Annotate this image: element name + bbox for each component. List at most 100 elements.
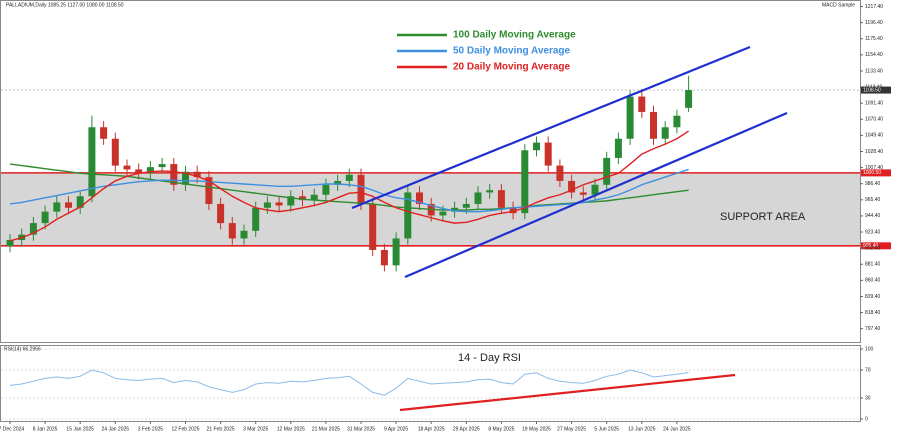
candle-body — [614, 138, 622, 158]
upper-channel-line — [351, 45, 751, 210]
x-tick-label: 12 Feb 2025 — [171, 426, 199, 432]
candle-body — [579, 192, 587, 195]
support-price-label: 905.40 — [863, 243, 879, 249]
x-tick-label: 19 May 2025 — [522, 426, 551, 432]
candle-body — [416, 192, 423, 204]
candle-body — [497, 190, 505, 208]
candle-body — [252, 207, 260, 231]
candle-body — [135, 169, 143, 174]
candle-body — [439, 211, 447, 216]
candle-body — [53, 202, 61, 212]
candle-body — [544, 142, 552, 166]
candle-body — [170, 164, 178, 185]
legend-label: 20 Daily Moving Average — [453, 62, 571, 73]
candle-body — [29, 223, 37, 235]
candle-body — [111, 138, 119, 166]
y-tick-label: 1154.40 — [865, 52, 883, 58]
candle-body — [6, 239, 14, 247]
y-tick-label: 1049.40 — [865, 133, 883, 139]
y-tick-label: 860.40 — [865, 278, 881, 284]
candle-body — [345, 174, 353, 181]
support-price-tag — [861, 169, 891, 177]
support-annotation: SUPPORT AREA — [720, 211, 806, 223]
x-tick-label: 13 Jun 2025 — [628, 426, 656, 432]
x-tick-label: 12 Mar 2025 — [277, 426, 305, 432]
candle-body — [334, 180, 342, 185]
y-tick-label: 1133.40 — [865, 68, 883, 74]
candle-body — [88, 127, 96, 197]
candle-body — [533, 142, 540, 151]
candle-body — [369, 203, 377, 250]
x-tick-label: 3 Feb 2025 — [138, 426, 164, 432]
candle-body — [100, 127, 108, 139]
candle-body — [158, 164, 166, 168]
y-tick-label: 1070.40 — [865, 117, 883, 123]
support-price-label: 1000.50 — [863, 170, 881, 176]
candle-body — [357, 174, 365, 204]
candle-body — [41, 211, 49, 224]
candle-body — [661, 127, 669, 139]
x-tick-label: 27 May 2025 — [557, 426, 586, 432]
last-price-tag — [861, 86, 891, 94]
y-tick-label: 881.40 — [865, 262, 881, 268]
candle-body — [287, 196, 295, 206]
candle-body — [650, 111, 657, 139]
x-tick-label: 27 Dec 2024 — [0, 426, 24, 432]
candle-body — [486, 190, 494, 193]
candle-body — [392, 238, 400, 266]
chart-title: PALLADIUM,Daily 1085.25 1127.00 1080.00 … — [6, 2, 124, 8]
x-tick-label: 31 Mar 2025 — [347, 426, 375, 432]
candle-body — [380, 249, 388, 266]
rsi-tick-label: 100 — [865, 346, 874, 352]
candle-body — [638, 96, 646, 112]
candle-body — [322, 184, 330, 195]
rsi-annotation: 14 - Day RSI — [458, 352, 521, 364]
candle-body — [556, 165, 564, 181]
y-tick-label: 1028.40 — [865, 149, 883, 155]
candle-body — [603, 157, 611, 185]
rsi-tick-label: 70 — [865, 367, 871, 373]
y-tick-label: 1091.40 — [865, 100, 883, 106]
y-tick-label: 1007.40 — [865, 165, 883, 171]
x-tick-label: 8 May 2025 — [488, 426, 514, 432]
candle-body — [123, 165, 131, 170]
candle-body — [568, 180, 576, 193]
y-tick-label: 797.40 — [865, 326, 881, 332]
rsi-tick-label: 30 — [865, 395, 871, 401]
legend-label: 100 Daily Moving Average — [453, 30, 576, 41]
candle-body — [685, 90, 693, 108]
x-tick-label: 29 Apr 2025 — [453, 426, 480, 432]
y-tick-label: 1217.40 — [865, 4, 883, 10]
candle-body — [182, 171, 189, 185]
candle-body — [263, 202, 271, 208]
candle-body — [509, 207, 517, 214]
y-tick-label: 944.40 — [865, 213, 881, 219]
candle-body — [591, 184, 599, 195]
x-tick-label: 15 Jan 2025 — [66, 426, 94, 432]
y-tick-label: 923.40 — [865, 229, 881, 235]
rsi-line — [9, 369, 689, 396]
candle-body — [673, 115, 681, 128]
x-tick-label: 24 Jun 2025 — [663, 426, 691, 432]
candle-body — [228, 223, 236, 239]
rsi-tick-label: 0 — [865, 416, 868, 422]
y-tick-label: 839.40 — [865, 294, 881, 300]
x-tick-label: 21 Mar 2025 — [312, 426, 340, 432]
y-tick-label: 902.40 — [865, 245, 881, 251]
candle-body — [146, 167, 154, 174]
candle-body — [193, 171, 201, 178]
last-price-label: 1108.50 — [863, 87, 881, 93]
candle-body — [299, 196, 306, 201]
x-tick-label: 3 Mar 2025 — [243, 426, 269, 432]
lower-channel-line — [404, 111, 788, 279]
moving-average-line — [9, 130, 689, 242]
x-tick-label: 9 Apr 2025 — [384, 426, 408, 432]
support-price-tag — [861, 242, 891, 250]
y-tick-label: 818.40 — [865, 310, 881, 316]
indicator-label: MACD Sample — [822, 2, 855, 8]
candle-body — [474, 192, 482, 204]
y-tick-label: 965.40 — [865, 197, 881, 203]
rsi-trend-line — [399, 373, 736, 412]
